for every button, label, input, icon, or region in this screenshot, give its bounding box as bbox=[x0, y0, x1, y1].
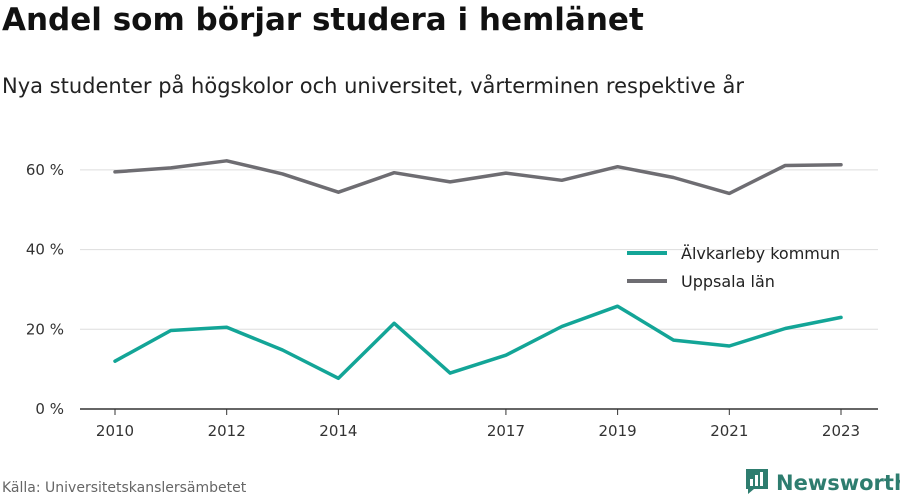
y-tick-label: 20 % bbox=[26, 320, 64, 338]
chart-subtitle: Nya studenter på högskolor och universit… bbox=[2, 74, 744, 98]
y-tick-label: 0 % bbox=[35, 400, 64, 418]
series-line bbox=[113, 304, 843, 381]
series-line bbox=[113, 159, 843, 196]
source-note: Källa: Universitetskanslersämbetet bbox=[2, 480, 247, 496]
brand-name: Newsworthy bbox=[776, 471, 900, 495]
x-tick-label: 2014 bbox=[319, 422, 357, 440]
line-chart: 0 % 20 % 40 % 60 % 2010 2012 2014 2017 2019 2021 2… bbox=[26, 159, 878, 440]
x-tick-label: 2021 bbox=[710, 422, 748, 440]
brand-logo[interactable]: Newsworthy bbox=[744, 468, 900, 498]
chart-title: Andel som börjar studera i hemlänet bbox=[2, 2, 644, 38]
legend-label: Älvkarleby kommun bbox=[681, 244, 840, 263]
x-tick-label: 2019 bbox=[599, 422, 637, 440]
bar-chart-logo-icon bbox=[744, 467, 770, 499]
y-tick-label: 40 % bbox=[26, 241, 64, 259]
x-tick-label: 2012 bbox=[208, 422, 246, 440]
x-tick-label: 2023 bbox=[822, 422, 860, 440]
y-tick-label: 60 % bbox=[26, 161, 64, 179]
x-tick-label: 2010 bbox=[96, 422, 134, 440]
x-tick-label: 2017 bbox=[487, 422, 525, 440]
legend-label: Uppsala län bbox=[681, 272, 775, 291]
